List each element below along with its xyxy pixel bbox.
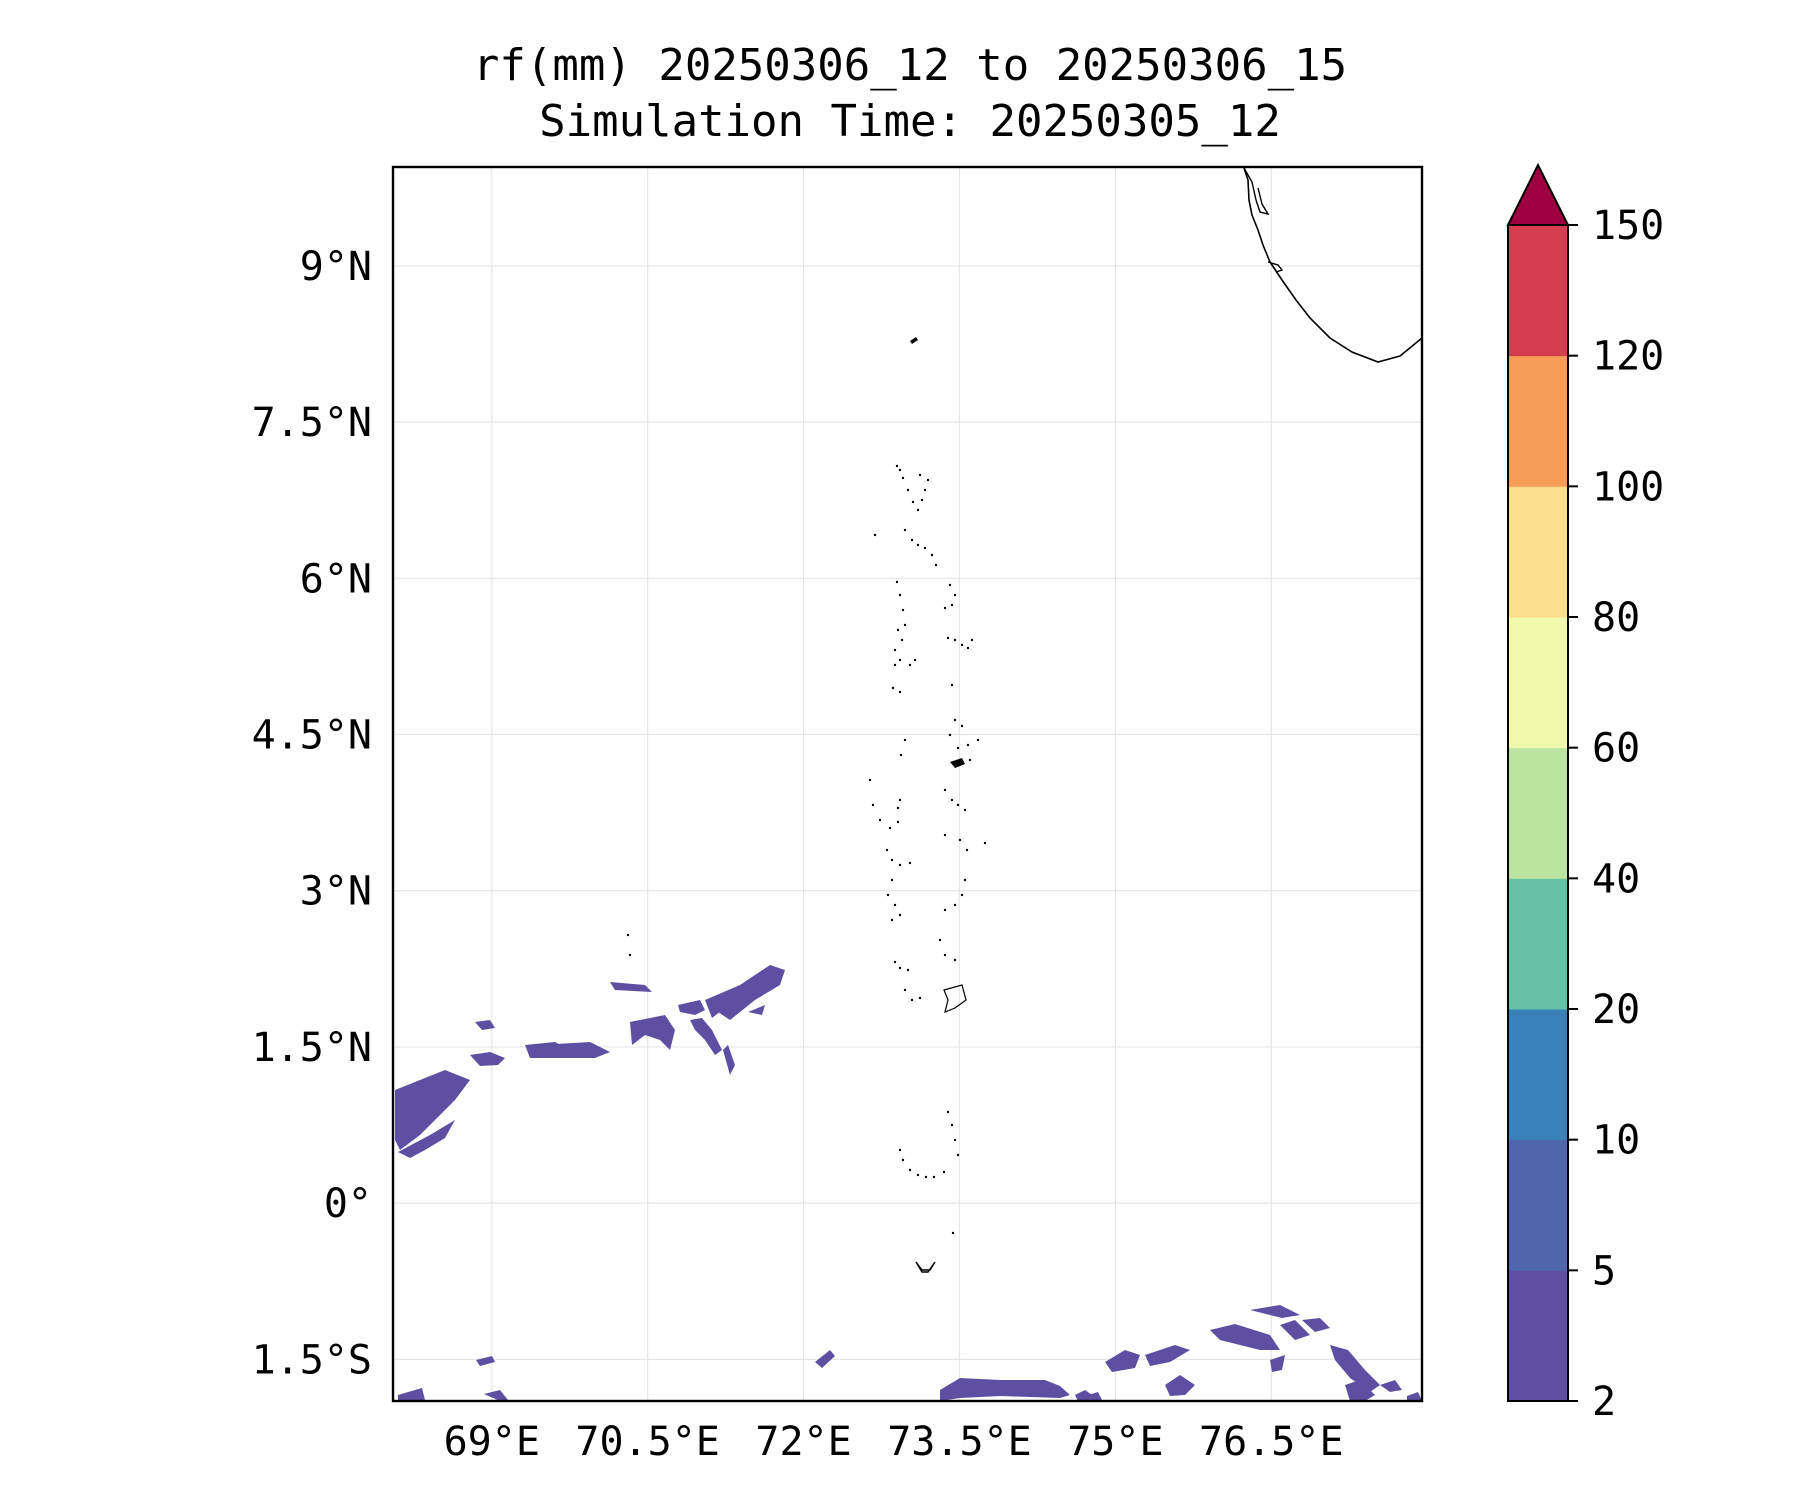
lon-tick-label: 69°E [444, 1419, 540, 1465]
rain-patch [630, 1015, 675, 1050]
rain-patch [748, 1005, 765, 1015]
island [910, 337, 918, 344]
lat-tick-label: 1.5°N [252, 1025, 372, 1071]
colorbar-tick-label: 40 [1592, 856, 1640, 902]
rain-patch [610, 982, 652, 992]
title-line-2: Simulation Time: 20250305_12 [539, 96, 1281, 147]
colorbar-segment [1508, 486, 1568, 618]
lat-tick-label: 1.5°S [252, 1337, 372, 1383]
lon-tick-label: 76.5°E [1199, 1419, 1344, 1465]
india-coastline-detail [1243, 167, 1284, 273]
rain-patch [470, 1052, 505, 1066]
rain-patch [476, 1356, 495, 1366]
lat-tick-label: 7.5°N [252, 400, 372, 446]
colorbar-extend-arrow [1506, 162, 1570, 226]
rain-patch [398, 1120, 455, 1158]
rain-patch [1345, 1380, 1375, 1401]
lat-tick-label: 3°N [300, 869, 372, 915]
colorbar-segment [1508, 617, 1568, 749]
rain-patch [395, 1070, 470, 1150]
lat-tick-label: 4.5°N [252, 713, 372, 759]
rain-patch [678, 1000, 705, 1015]
rain-patch [556, 1042, 610, 1058]
india-coastline [1243, 167, 1423, 363]
colorbar-segment [1508, 878, 1568, 1010]
colorbar-segment [1508, 355, 1568, 487]
rain-patch [484, 1390, 508, 1401]
colorbar: 2 5 10 20 40 60 80 100 120 150 [1506, 162, 1664, 1425]
map-background [393, 167, 1422, 1401]
colorbar-tick-label: 20 [1592, 987, 1640, 1033]
colorbar-segment [1508, 1270, 1568, 1402]
colorbar-tick-label: 5 [1592, 1248, 1616, 1294]
rain-patch [1165, 1375, 1195, 1396]
rain-patch [398, 1388, 425, 1401]
colorbar-segment [1508, 1009, 1568, 1141]
lon-tick-label: 70.5°E [575, 1419, 720, 1465]
rain-patch [1330, 1345, 1380, 1392]
lat-tick-labels: 9°N 7.5°N 6°N 4.5°N 3°N 1.5°N 0° 1.5°S [252, 244, 372, 1383]
colorbar-segment [1508, 225, 1568, 357]
colorbar-tick-label: 120 [1592, 334, 1664, 380]
map-panel: 9°N 7.5°N 6°N 4.5°N 3°N 1.5°N 0° 1.5°S 69°E 70.5… [252, 165, 1424, 1465]
rain-patch [690, 1018, 722, 1055]
colorbar-segment [1508, 1139, 1568, 1271]
lon-tick-label: 75°E [1067, 1419, 1163, 1465]
colorbar-tick-label: 10 [1592, 1118, 1640, 1164]
rain-patch [723, 1045, 735, 1075]
lon-tick-labels: 69°E 70.5°E 72°E 73.5°E 75°E 76.5°E [444, 1419, 1344, 1465]
rain-patch [475, 1020, 495, 1030]
rain-patch [1088, 1392, 1102, 1401]
lat-tick-label: 9°N [300, 244, 372, 290]
rain-patch [1270, 1355, 1285, 1372]
rain-patch [1105, 1350, 1140, 1372]
rain-patch [940, 1378, 1070, 1401]
lat-tick-label: 0° [324, 1181, 372, 1227]
island [915, 1261, 936, 1273]
rain-patch [1380, 1380, 1402, 1392]
colorbar-outline [1507, 225, 1569, 1402]
colorbar-tick-label: 100 [1592, 464, 1664, 510]
rain-patch [1145, 1345, 1190, 1366]
colorbar-tick-label: 60 [1592, 726, 1640, 772]
lon-tick-label: 73.5°E [887, 1419, 1032, 1465]
rain-patch [715, 965, 785, 1020]
rain-patch [1250, 1305, 1300, 1318]
island [943, 984, 967, 1013]
island [950, 758, 965, 768]
map-frame [391, 165, 1424, 1403]
rain-patch [815, 1350, 835, 1368]
title-line-1: rf(mm) 20250306_12 to 20250306_15 [472, 40, 1348, 91]
maldives-atolls [626, 337, 987, 1273]
colorbar-segment [1508, 747, 1568, 879]
rain-patch [1407, 1392, 1422, 1401]
rainfall-areas [395, 965, 1422, 1401]
lon-tick-label: 72°E [755, 1419, 851, 1465]
colorbar-tick-label: 2 [1592, 1379, 1616, 1425]
rain-patch [1210, 1324, 1280, 1350]
map-title: rf(mm) 20250306_12 to 20250306_15 Simula… [300, 38, 1520, 150]
colorbar-tick-label: 80 [1592, 595, 1640, 641]
rain-patch [1280, 1320, 1310, 1340]
lat-tick-label: 6°N [300, 556, 372, 602]
rain-patch [1302, 1318, 1330, 1332]
colorbar-tick-label: 150 [1592, 203, 1664, 249]
